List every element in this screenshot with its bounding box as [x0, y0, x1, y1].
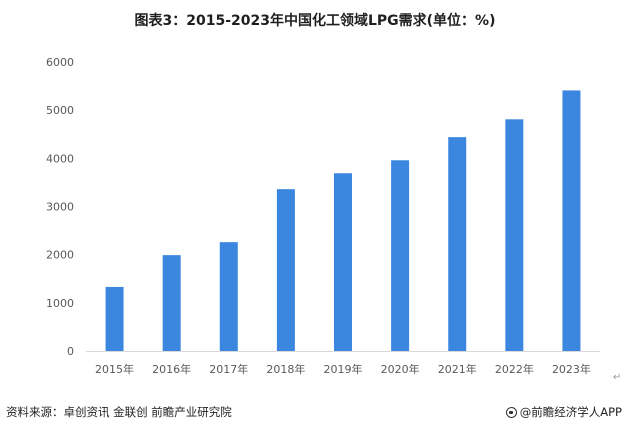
brand-credit: @前瞻经济学人APP [505, 404, 622, 420]
x-tick-label: 2017年 [209, 362, 248, 376]
x-axis-labels: 2015年 2016年 2017年 2018年 2019年 2020年 2021年 2022年… [95, 362, 591, 376]
y-tick-label: 1000 [46, 297, 74, 310]
paragraph-mark: ↵ [613, 372, 622, 383]
y-tick-label: 0 [67, 345, 74, 358]
y-tick-label: 6000 [46, 56, 74, 69]
source-note: 资料来源：卓创资讯 金联创 前瞻产业研究院 [6, 405, 232, 419]
bar [448, 137, 467, 351]
x-tick-label: 2016年 [152, 362, 191, 376]
bar [105, 286, 124, 351]
brand-logo-icon [505, 406, 517, 418]
bar [276, 189, 295, 351]
y-tick-label: 2000 [46, 249, 74, 262]
y-tick-label: 5000 [46, 104, 74, 117]
bar [505, 119, 524, 352]
bar [334, 173, 352, 351]
x-tick-label: 2021年 [438, 362, 477, 376]
bar [219, 242, 238, 351]
bar [391, 160, 410, 351]
y-tick-label: 3000 [46, 201, 74, 214]
bar [562, 90, 581, 351]
x-tick-label: 2019年 [324, 362, 363, 376]
x-tick-label: 2023年 [552, 362, 591, 376]
brand-text: @前瞻经济学人APP [519, 405, 622, 419]
bar [162, 255, 181, 351]
chart-title: 图表3：2015-2023年中国化工领域LPG需求(单位：%) [134, 13, 496, 29]
y-axis-labels: 0 1000 2000 3000 4000 5000 6000 [46, 56, 74, 358]
x-tick-label: 2022年 [495, 362, 534, 376]
x-tick-label: 2015年 [95, 362, 134, 376]
x-tick-label: 2020年 [381, 362, 420, 376]
bars [105, 90, 581, 352]
x-tick-label: 2018年 [266, 362, 305, 376]
y-tick-label: 4000 [46, 152, 74, 165]
